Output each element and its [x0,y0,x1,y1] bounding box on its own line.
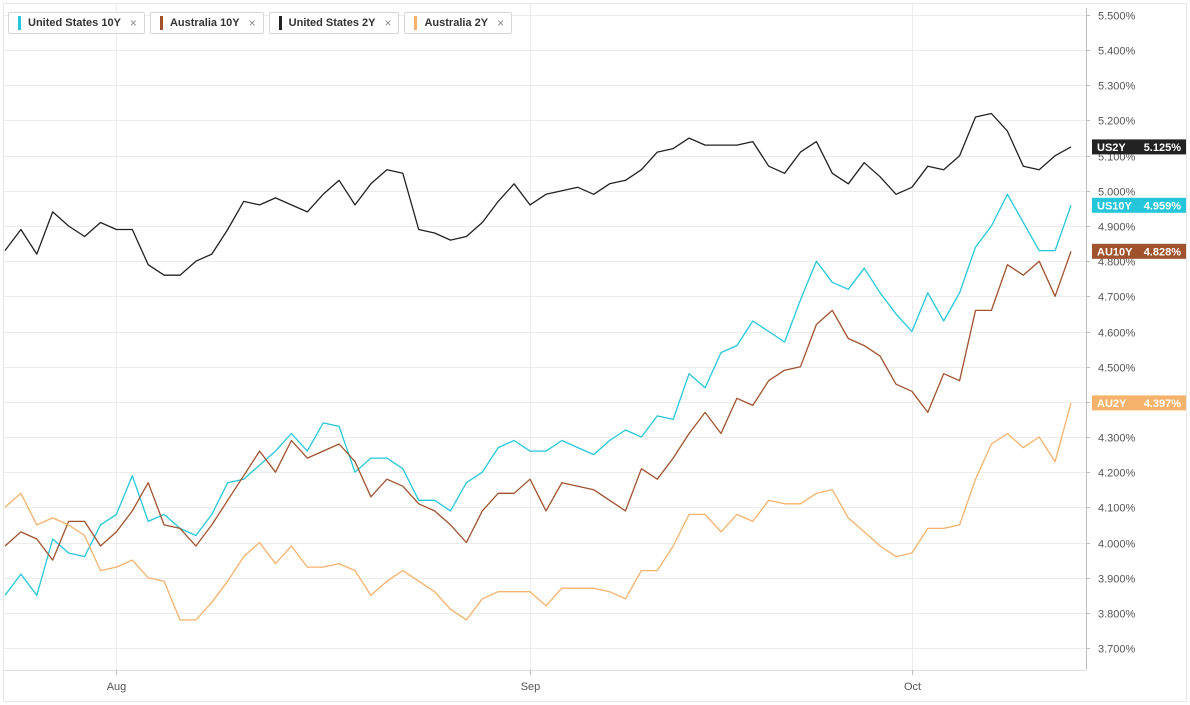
legend-label: United States 10Y [28,17,121,29]
y-tick-label: 4.100% [1098,503,1136,515]
badge-value: 4.397% [1144,398,1182,410]
series-lines [4,112,1072,621]
badge-bg [1092,243,1186,259]
legend: United States 10Y × Australia 10Y × Unit… [8,12,513,34]
series-line-us2y [4,112,1072,276]
y-tick-label: 4.600% [1098,328,1136,340]
badge-us10y: US10Y 4.959% [1092,197,1186,213]
y-tick-label: 4.900% [1098,222,1136,234]
grid [3,3,1187,702]
legend-swatch [414,16,418,30]
legend-label: Australia 2Y [424,17,489,29]
chart-border [3,3,1187,702]
y-tick-label: 4.500% [1098,363,1136,375]
legend-swatch [278,16,282,30]
badge-us2y: US2Y 5.125% [1092,139,1186,155]
y-tick-label: 3.800% [1098,609,1136,621]
badge-au2y: AU2Y 4.397% [1092,395,1186,411]
y-tick-label: 5.400% [1098,46,1136,58]
y-tick-label: 4.800% [1098,257,1136,269]
legend-swatch [159,16,163,30]
close-icon[interactable]: × [248,16,256,30]
series-line-au10y [4,251,1072,561]
legend-chip-au2y[interactable]: Australia 2Y × [404,12,513,34]
x-tick-label: Aug [107,681,127,693]
y-tick-label: 4.300% [1098,433,1136,445]
series-line-us10y [4,193,1072,596]
badge-label: AU2Y [1097,398,1127,410]
close-icon[interactable]: × [497,16,505,30]
series-line-au2y [4,402,1072,621]
y-tick-label: 4.700% [1098,292,1136,304]
legend-chip-au10y[interactable]: Australia 10Y × [149,12,264,34]
badge-bg [1092,197,1186,213]
badge-label: AU10Y [1097,246,1133,258]
badge-au10y: AU10Y 4.828% [1092,243,1186,259]
y-tick-label: 5.200% [1098,116,1136,128]
y-tick-label: 5.100% [1098,152,1136,164]
x-tick-label: Sep [521,681,541,693]
legend-label: United States 2Y [288,17,376,29]
y-tick-label: 3.700% [1098,644,1136,656]
badge-label: US10Y [1097,200,1133,212]
y-tick-label: 5.000% [1098,187,1136,199]
y-tick-label: 5.500% [1098,11,1136,23]
close-icon[interactable]: × [384,16,392,30]
legend-chip-us10y[interactable]: United States 10Y × [8,12,145,34]
legend-label: Australia 10Y [169,17,240,29]
y-tick-label: 5.300% [1098,81,1136,93]
last-value-badges: US2Y 5.125% US10Y 4.959% AU10Y 4.828% AU2Y 4.39… [1092,139,1186,411]
badge-bg [1092,139,1186,155]
x-tick-label: Oct [904,681,921,693]
y-tick-label: 3.900% [1098,574,1136,586]
y-tick-label: 4.000% [1098,539,1136,551]
close-icon[interactable]: × [129,16,137,30]
y-tick-label: 4.200% [1098,468,1136,480]
legend-chip-us2y[interactable]: United States 2Y × [268,12,400,34]
badge-label: US2Y [1097,142,1126,154]
badge-value: 4.959% [1144,200,1182,212]
badge-value: 5.125% [1144,142,1182,154]
axes: 5.500% 5.400% 5.300% 5.200% 5.100% 5.000% 4.90… [4,8,1136,693]
badge-bg [1092,395,1186,411]
legend-swatch [18,16,21,30]
badge-value: 4.828% [1144,246,1182,258]
